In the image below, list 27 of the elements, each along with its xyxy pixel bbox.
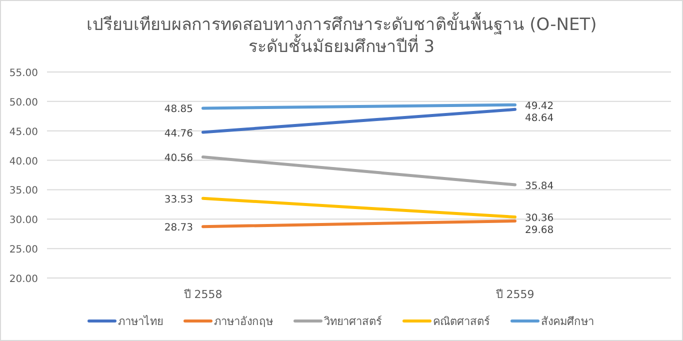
y-tick-label: 30.00 bbox=[9, 215, 38, 226]
data-label: 49.42 bbox=[525, 100, 554, 112]
y-tick-label: 50.00 bbox=[9, 97, 38, 108]
y-tick-label: 55.00 bbox=[9, 68, 38, 79]
chart-title: เปรียบเทียบผลการทดสอบทางการศึกษาระดับชาติขั้นพื้นฐาน (O-NET) bbox=[86, 12, 597, 35]
legend-label: ภาษาไทย bbox=[118, 315, 163, 328]
data-label: 48.85 bbox=[164, 104, 193, 116]
legend-label: ภาษาอังกฤษ bbox=[214, 315, 273, 328]
data-label: 29.68 bbox=[525, 225, 554, 236]
x-tick-label: ปี 2558 bbox=[182, 288, 222, 301]
data-label: 35.84 bbox=[525, 180, 554, 192]
y-tick-label: 45.00 bbox=[9, 126, 38, 138]
data-label: 40.56 bbox=[164, 152, 193, 164]
y-tick-label: 20.00 bbox=[9, 274, 38, 285]
data-label: 48.64 bbox=[525, 112, 554, 124]
data-label: 33.53 bbox=[164, 194, 193, 206]
y-tick-label: 35.00 bbox=[9, 186, 38, 197]
y-tick-label: 25.00 bbox=[9, 244, 38, 256]
data-label: 28.73 bbox=[164, 222, 193, 234]
x-tick-label: ปี 2559 bbox=[494, 288, 534, 301]
legend-label: วิทยาศาสตร์ bbox=[323, 315, 382, 328]
y-tick-label: 40.00 bbox=[9, 156, 38, 168]
legend-label: สังคมศึกษา bbox=[541, 315, 594, 328]
data-label: 44.76 bbox=[164, 128, 193, 140]
data-label: 30.36 bbox=[525, 213, 554, 224]
chart-subtitle: ระดับชั้นมัธยมศึกษาปีที่ 3 bbox=[248, 34, 435, 57]
legend-label: คณิตศาสตร์ bbox=[433, 315, 490, 328]
